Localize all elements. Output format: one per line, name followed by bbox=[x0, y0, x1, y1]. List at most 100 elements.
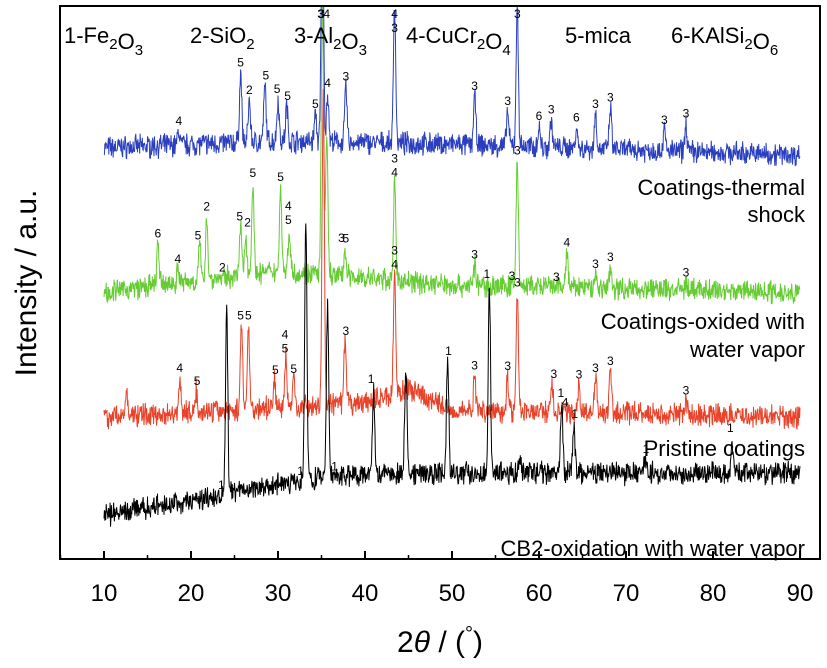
peak-label: 4 bbox=[391, 165, 398, 179]
peak-label: 5 bbox=[312, 97, 319, 111]
peak-label: 3 bbox=[607, 354, 614, 368]
x-tick-label: 30 bbox=[265, 580, 292, 607]
peak-label: 4 bbox=[563, 235, 570, 249]
series-label-4: CB2-oxidation with water vapor bbox=[501, 536, 805, 561]
peak-label: 3 bbox=[471, 359, 478, 373]
peak-label: 5 bbox=[285, 213, 292, 227]
phase-legend: 1-Fe2O3 2-SiO2 3-Al2O3 4-CuCr2O4 5-mica 6-KAl… bbox=[64, 23, 778, 59]
peak-label: 3 bbox=[683, 266, 690, 280]
peak-label: 5 bbox=[236, 210, 243, 224]
peak-label: 3 bbox=[550, 367, 557, 381]
peak-label: 5 bbox=[290, 362, 297, 376]
peak-label: 3 bbox=[391, 151, 398, 165]
peak-label: 3 bbox=[514, 143, 521, 157]
peak-label: 3 bbox=[317, 7, 324, 21]
peak-label: 1 bbox=[331, 460, 338, 474]
x-tick-label: 40 bbox=[352, 580, 379, 607]
peak-label: 1 bbox=[368, 372, 375, 386]
peak-label: 4 bbox=[324, 76, 331, 90]
series-line-1 bbox=[103, 6, 801, 167]
peak-label: 3 bbox=[338, 231, 345, 245]
peak-label: 3 bbox=[343, 324, 350, 338]
series-label-1: shock bbox=[748, 202, 806, 227]
peak-label: 3 bbox=[514, 275, 521, 289]
y-axis-title: Intensity / a.u. bbox=[10, 190, 43, 377]
legend-entry-1: 1-Fe2O3 bbox=[64, 23, 143, 59]
x-axis-ticks: 10 20 30 40 50 60 70 80 90 bbox=[59, 551, 813, 607]
peak-label: 3 bbox=[471, 79, 478, 93]
peak-label: 5 bbox=[343, 232, 350, 246]
peak-label: 3 bbox=[318, 7, 325, 21]
peak-label: 6 bbox=[536, 109, 543, 123]
series-line-2 bbox=[103, 6, 801, 305]
peak-label: 5 bbox=[249, 166, 256, 180]
peak-label: 3 bbox=[509, 269, 516, 283]
peak-label: 3 bbox=[343, 69, 350, 83]
series-label-3: Pristine coatings bbox=[644, 436, 805, 461]
series-label-2: water vapor bbox=[689, 337, 805, 362]
peak-label: 3 bbox=[592, 257, 599, 271]
peak-label: 5 bbox=[245, 308, 252, 322]
peak-label: 3 bbox=[592, 97, 599, 111]
peak-label: 4 bbox=[282, 327, 289, 341]
x-tick-label: 60 bbox=[526, 580, 553, 607]
peak-label: 6 bbox=[573, 110, 580, 124]
legend-entry-2: 2-SiO2 bbox=[190, 23, 255, 53]
peak-label: 5 bbox=[194, 374, 201, 388]
peak-label: 2 bbox=[244, 216, 251, 230]
peak-label: 4 bbox=[285, 199, 292, 213]
peak-label: 2 bbox=[203, 200, 210, 214]
peak-label: 3 bbox=[391, 21, 398, 35]
peak-label: 4 bbox=[175, 252, 182, 266]
x-tick-label: 50 bbox=[439, 580, 466, 607]
x-tick-label: 10 bbox=[91, 580, 118, 607]
legend-entry-6: 6-KAlSi2O6 bbox=[671, 23, 778, 59]
series-line-4 bbox=[103, 223, 801, 527]
peak-label: 5 bbox=[284, 89, 291, 103]
legend-entry-4: 4-CuCr2O4 bbox=[406, 23, 511, 59]
peak-label: 3 bbox=[576, 368, 583, 382]
x-tick-label: 80 bbox=[700, 580, 727, 607]
peak-label: 4 bbox=[391, 258, 398, 272]
peak-label: 2 bbox=[246, 83, 253, 97]
peak-label: 3 bbox=[504, 359, 511, 373]
peak-label: 5 bbox=[277, 170, 284, 184]
series-line-3 bbox=[103, 88, 801, 430]
peak-label: 3 bbox=[683, 384, 690, 398]
peak-label: 3 bbox=[471, 248, 478, 262]
peak-label: 3 bbox=[592, 361, 599, 375]
x-tick-label: 20 bbox=[178, 580, 205, 607]
peak-label: 5 bbox=[237, 56, 244, 70]
legend-entry-3: 3-Al2O3 bbox=[294, 23, 367, 59]
series-label-1: Coatings-thermal bbox=[637, 175, 805, 200]
peak-label: 1 bbox=[445, 344, 452, 358]
peak-label: 5 bbox=[195, 229, 202, 243]
peak-label: 1 bbox=[571, 407, 578, 421]
peak-label: 1 bbox=[297, 464, 304, 478]
peak-label: 5 bbox=[272, 363, 279, 377]
peak-label: 3 bbox=[607, 90, 614, 104]
peak-label: 4 bbox=[562, 395, 569, 409]
peak-label: 5 bbox=[262, 69, 269, 83]
x-axis-title: 2θ / (°) bbox=[397, 623, 483, 659]
peak-label: 5 bbox=[282, 341, 289, 355]
peak-label: 1 bbox=[557, 386, 564, 400]
peak-label: 4 bbox=[391, 7, 398, 21]
peak-label: 6 bbox=[155, 227, 162, 241]
peak-label: 4 bbox=[175, 114, 182, 128]
peak-label: 3 bbox=[548, 103, 555, 117]
peak-label: 3 bbox=[504, 94, 511, 108]
peak-label: 1 bbox=[727, 421, 734, 435]
x-tick-label: 70 bbox=[613, 580, 640, 607]
peak-label: 3 bbox=[683, 107, 690, 121]
peak-label: 3 bbox=[391, 244, 398, 258]
series-layer bbox=[103, 6, 801, 527]
peak-label: 3 bbox=[661, 113, 668, 127]
legend-entry-5: 5-mica bbox=[565, 23, 632, 48]
peak-label: 1 bbox=[218, 478, 225, 492]
series-label-2: Coatings-oxided with bbox=[601, 309, 805, 334]
peak-label: 4 bbox=[323, 7, 330, 21]
